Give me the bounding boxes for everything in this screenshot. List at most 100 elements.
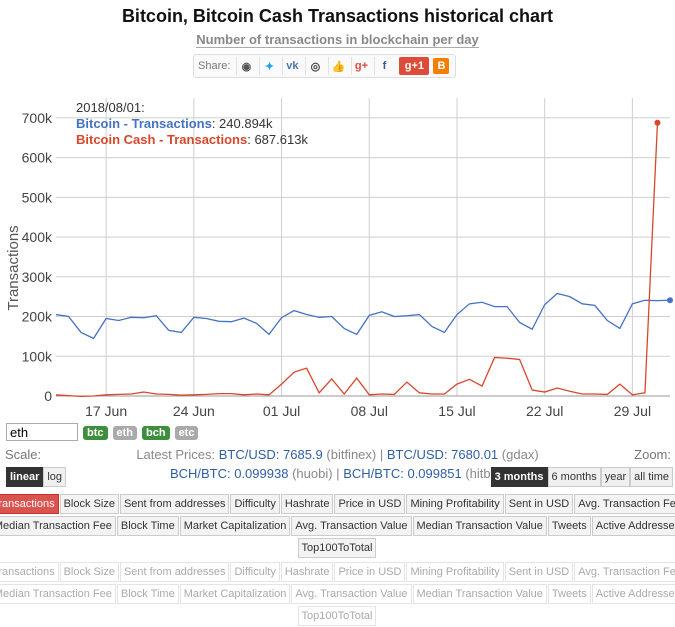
zoom-buttons-2[interactable]: year	[600, 467, 631, 487]
price-item[interactable]: BTC/USD: 7680.01	[386, 447, 499, 462]
tab-median-transaction-fee[interactable]: Median Transaction Fee	[0, 584, 116, 604]
y-axis-label: Transactions	[5, 225, 22, 310]
tooltip-bch-value: 687.613k	[254, 132, 308, 147]
tab-avg-transaction-value[interactable]: Avg. Transaction Value	[291, 516, 412, 536]
scale-buttons-1[interactable]: log	[43, 467, 67, 487]
zoom-buttons-0[interactable]: 3 months	[490, 467, 548, 487]
tab-transactions[interactable]: Transactions	[0, 494, 59, 514]
coin-toggle-bch[interactable]: bch	[142, 426, 170, 440]
tab-sent-from-addresses[interactable]: Sent from addresses	[119, 562, 230, 582]
tab-market-capitalization[interactable]: Market Capitalization	[179, 516, 291, 536]
coin-buttons: btc eth bch etc	[78, 423, 199, 441]
tab-top100tototal[interactable]: Top100ToTotal	[297, 538, 377, 558]
tab-block-time[interactable]: Block Time	[116, 584, 179, 604]
zoom-label: Zoom:	[634, 447, 671, 462]
price-source: (bitfinex)	[326, 447, 377, 462]
coin-toggle-btc[interactable]: btc	[83, 426, 108, 440]
tab-hashrate[interactable]: Hashrate	[280, 494, 334, 514]
vk-icon[interactable]: vk	[282, 57, 301, 75]
tab-active-addresses[interactable]: Active Addresses	[591, 584, 675, 604]
tab-mining-profitability[interactable]: Mining Profitability	[406, 494, 504, 514]
page-title: Bitcoin, Bitcoin Cash Transactions histo…	[121, 6, 554, 26]
tab-avg-transaction-fee[interactable]: Avg. Transaction Fee	[574, 494, 675, 514]
scale-buttons-0[interactable]: linear	[6, 467, 44, 487]
tab-median-transaction-value[interactable]: Median Transaction Value	[412, 516, 547, 536]
tab-top100tototal[interactable]: Top100ToTotal	[297, 606, 377, 626]
tab-difficulty[interactable]: Difficulty	[230, 494, 280, 514]
coin-toggle-etc[interactable]: etc	[174, 426, 199, 440]
share-bar: Share: ◉ ✦ vk ◎ 👍 g+ f g+1 B	[193, 54, 457, 78]
tab-hashrate[interactable]: Hashrate	[280, 562, 334, 582]
reddit-icon[interactable]: ◉	[236, 57, 255, 75]
bch-series-line	[55, 122, 659, 398]
coin-search-input[interactable]	[6, 423, 78, 441]
x-tick-label: 15 Jul	[438, 403, 475, 419]
tab-avg-transaction-fee[interactable]: Avg. Transaction Fee	[574, 562, 675, 582]
y-tick-label: 700k	[22, 110, 53, 126]
googleplus-icon[interactable]: g+	[351, 57, 370, 75]
twitter-icon[interactable]: ✦	[259, 57, 278, 75]
tab-difficulty[interactable]: Difficulty	[230, 562, 280, 582]
scale-buttons: linear log	[6, 467, 67, 487]
price-separator: |	[336, 466, 340, 481]
price-item[interactable]: BCH/BTC: 0.099938	[169, 466, 289, 481]
googleplus-one-icon[interactable]: g+1	[399, 57, 430, 75]
tab-sent-in-usd[interactable]: Sent in USD	[504, 562, 574, 582]
scale-label: Scale:	[5, 447, 42, 462]
tab-block-size[interactable]: Block Size	[59, 562, 119, 582]
coin-toggle-eth[interactable]: eth	[112, 426, 137, 440]
tab-market-capitalization[interactable]: Market Capitalization	[179, 584, 291, 604]
prices-line-1: Latest Prices: BTC/USD: 7685.9 (bitfinex…	[0, 447, 675, 462]
y-axis-ticks: 0 100k 200k 300k 400k 500k 600k 700k	[22, 110, 53, 404]
tab-sent-from-addresses[interactable]: Sent from addresses	[119, 494, 230, 514]
tab-active-addresses[interactable]: Active Addresses	[591, 516, 675, 536]
tab-transactions[interactable]: Transactions	[0, 562, 59, 582]
zoom-buttons-3[interactable]: all time	[630, 467, 673, 487]
x-tick-label: 01 Jul	[263, 403, 300, 419]
x-tick-label: 29 Jul	[614, 403, 651, 419]
tooltip-btc-line: Bitcoin - Transactions: 240.894k	[76, 116, 273, 131]
latest-prices: Latest Prices: BTC/USD: 7685.9 (bitfinex…	[0, 447, 675, 481]
tab-tweets[interactable]: Tweets	[547, 516, 591, 536]
tab-median-transaction-fee[interactable]: Median Transaction Fee	[0, 516, 116, 536]
like-icon[interactable]: 👍	[328, 57, 347, 75]
tab-block-time[interactable]: Block Time	[116, 516, 179, 536]
share-label: Share:	[198, 60, 231, 72]
price-source: (gdax)	[501, 447, 539, 462]
subtitle-text: Number of transactions in blockchain per…	[196, 32, 479, 48]
tooltip-bch-line: Bitcoin Cash - Transactions: 687.613k	[76, 132, 308, 147]
y-tick-label: 200k	[22, 309, 53, 325]
tab-mining-profitability[interactable]: Mining Profitability	[406, 562, 504, 582]
price-separator: |	[379, 447, 384, 462]
zoom-buttons-1[interactable]: 6 months	[547, 467, 601, 487]
weibo-icon[interactable]: ◎	[305, 57, 324, 75]
price-item[interactable]: BTC/USD: 7685.9	[218, 447, 323, 462]
price-item[interactable]: BCH/BTC: 0.099851	[343, 466, 462, 481]
tooltip-btc-label: Bitcoin - Transactions	[76, 116, 212, 131]
tab-block-size[interactable]: Block Size	[59, 494, 119, 514]
tab-sent-in-usd[interactable]: Sent in USD	[504, 494, 574, 514]
blogger-icon[interactable]: B	[433, 58, 450, 74]
tab-tweets[interactable]: Tweets	[547, 584, 591, 604]
x-tick-label: 24 Jun	[173, 403, 215, 419]
metric-tabs-row: Median Transaction Fee Block Time Market C…	[0, 516, 675, 536]
y-tick-label: 100k	[22, 348, 53, 364]
facebook-icon[interactable]: f	[374, 57, 393, 75]
y-tick-label: 400k	[22, 229, 53, 245]
y-tick-label: 0	[44, 388, 52, 404]
chart-grid	[56, 98, 670, 397]
page-subtitle: Number of transactions in blockchain per…	[0, 32, 675, 48]
tab-price-in-usd[interactable]: Price in USD	[334, 562, 406, 582]
prices-label: Latest Prices:	[136, 447, 216, 462]
secondary-tabs-row: Top100ToTotal	[0, 606, 675, 626]
transactions-chart: 17 Jun 24 Jun 01 Jul 08 Jul 15 Jul 22 Jul 29 J…	[5, 98, 673, 419]
x-tick-label: 08 Jul	[351, 403, 388, 419]
y-tick-label: 300k	[22, 269, 53, 285]
price-source: (huobi)	[292, 466, 333, 481]
tab-median-transaction-value[interactable]: Median Transaction Value	[412, 584, 547, 604]
tab-price-in-usd[interactable]: Price in USD	[334, 494, 406, 514]
tab-avg-transaction-value[interactable]: Avg. Transaction Value	[291, 584, 412, 604]
chart-tooltip: 2018/08/01: Bitcoin - Transactions: 240.…	[76, 100, 308, 147]
